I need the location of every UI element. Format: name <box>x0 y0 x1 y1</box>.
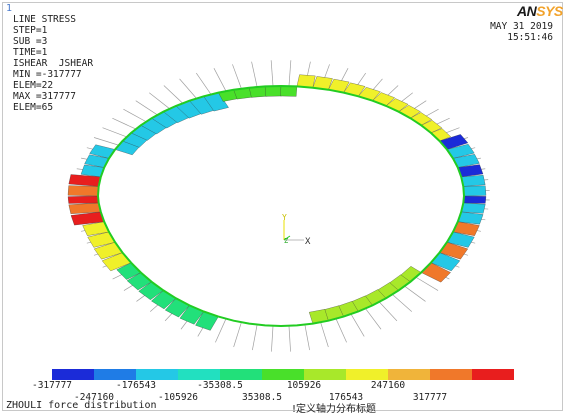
baseline-tick <box>232 64 242 89</box>
plot-title-left: ZHOULI force distribution <box>6 400 157 411</box>
z-axis-label: Z <box>284 237 288 245</box>
legend-swatch <box>472 369 514 380</box>
ansys-logo: ANSYS <box>517 3 563 19</box>
tunnel-outline <box>96 84 466 328</box>
stress-bars <box>67 74 487 331</box>
baseline-ticks <box>72 60 490 352</box>
legend-label: 105926 <box>286 380 322 391</box>
stress-bar <box>68 202 101 214</box>
legend-label: -317777 <box>31 380 73 391</box>
window-number: 1 <box>6 3 13 14</box>
baseline-tick <box>415 276 439 291</box>
baseline-tick <box>271 325 274 352</box>
baseline-tick <box>365 308 382 330</box>
baseline-tick <box>163 85 184 104</box>
legend-label: 35308.5 <box>241 392 283 403</box>
baseline-tick <box>149 92 170 110</box>
baseline-tick <box>195 72 212 95</box>
baseline-tick <box>392 294 413 312</box>
baseline-tick <box>251 61 258 88</box>
baseline-tick <box>215 318 227 343</box>
contour-legend-labels: -317777 -176543 -35308.5 105926 247160 -24716… <box>0 380 567 404</box>
baseline-tick <box>320 322 329 348</box>
legend-label: 317777 <box>412 392 448 403</box>
legend-label: 247160 <box>370 380 406 391</box>
info-min: MIN =-317777 <box>13 69 82 80</box>
legend-label: 176543 <box>328 392 364 403</box>
window-border <box>2 2 563 411</box>
baseline-tick <box>213 68 227 92</box>
legend-swatch <box>388 369 430 380</box>
time-text: 15:51:46 <box>507 32 553 43</box>
baseline-tick <box>179 78 197 99</box>
legend-label: -105926 <box>157 392 199 403</box>
stress-bar <box>264 85 282 97</box>
baseline-tick <box>350 313 365 337</box>
legend-swatch <box>304 369 346 380</box>
plot-title-right: !定义轴力分布标题 <box>292 404 377 415</box>
info-step: STEP=1 <box>13 25 48 36</box>
info-time: TIME=1 <box>13 47 48 58</box>
baseline-tick <box>288 60 292 87</box>
legend-swatch <box>220 369 262 380</box>
legend-swatch <box>94 369 136 380</box>
legend-swatch <box>262 369 304 380</box>
stress-bar <box>67 195 99 204</box>
legend-label: -35308.5 <box>197 380 243 391</box>
baseline-tick <box>93 137 119 146</box>
info-min-elem: ELEM=22 <box>13 80 54 91</box>
timestamp: MAY 31 2019 15:51:46 <box>490 21 553 43</box>
baseline-tick <box>233 322 242 348</box>
y-axis-label: Y <box>282 213 287 222</box>
contour-legend-bar <box>52 369 514 380</box>
legend-swatch <box>52 369 94 380</box>
z-axis-line <box>283 235 291 241</box>
stress-bar <box>461 175 486 187</box>
date-text: MAY 31 2019 <box>490 21 553 32</box>
baseline-tick <box>304 324 310 351</box>
stress-bar <box>463 195 487 204</box>
baseline-tick <box>288 325 291 352</box>
legend-label: -176543 <box>115 380 157 391</box>
baseline-tick <box>404 285 426 302</box>
info-sub: SUB =3 <box>13 36 48 47</box>
coordinate-triad: X Y Z <box>282 213 311 247</box>
info-max: MAX =317777 <box>13 91 76 102</box>
info-title: LINE STRESS <box>13 14 76 25</box>
x-axis-label: X <box>305 237 311 247</box>
stress-bar <box>463 185 487 197</box>
stress-bar <box>280 85 298 97</box>
baseline-tick <box>135 100 158 116</box>
legend-swatch <box>430 369 472 380</box>
baseline-tick <box>335 318 347 343</box>
stress-bar <box>461 202 486 214</box>
baseline-tick <box>378 301 398 322</box>
stress-bar <box>67 185 99 197</box>
baseline-tick <box>112 117 137 130</box>
info-items: ISHEAR JSHEAR <box>13 58 94 69</box>
baseline-tick <box>123 108 147 123</box>
legend-swatch <box>346 369 388 380</box>
legend-swatch <box>136 369 178 380</box>
baseline-tick <box>252 324 258 351</box>
result-info-block: LINE STRESS STEP=1 SUB =3 TIME=1 ISHEAR … <box>13 14 93 113</box>
info-max-elem: ELEM=65 <box>13 102 54 113</box>
legend-swatch <box>178 369 220 380</box>
baseline-tick <box>270 60 274 87</box>
legend-label: -247160 <box>73 392 115 403</box>
baseline-tick <box>102 127 127 138</box>
